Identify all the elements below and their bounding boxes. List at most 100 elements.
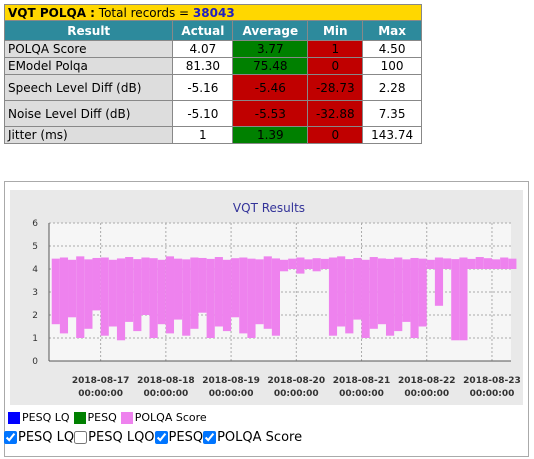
score-range (304, 259, 313, 269)
cell: 3.77 (232, 40, 309, 58)
x-tick-label: 2018-08-20 00:00:00 (268, 376, 326, 399)
header: VQT POLQA : Total records = 38043 (4, 4, 422, 21)
table-row: EModel Polqa 81.30 75.48 0 100 (3, 57, 422, 75)
score-range (149, 258, 158, 338)
score-range (328, 257, 338, 336)
score-range (369, 257, 378, 329)
cell: -5.10 (172, 100, 234, 127)
cell: -5.53 (232, 100, 309, 127)
score-range (174, 258, 183, 320)
cell: 81.30 (172, 57, 234, 75)
legend-swatch (120, 411, 133, 424)
cell: 143.74 (362, 126, 422, 144)
score-range (247, 258, 256, 338)
x-tick-label: 2018-08-21 00:00:00 (333, 376, 391, 399)
score-range (157, 259, 166, 325)
column-header-row: Result Actual Average Min Max (3, 20, 422, 41)
row-label: Noise Level Diff (dB) (3, 100, 174, 127)
score-range (214, 257, 223, 327)
chart: VQT Results 0 1 2 3 4 5 6 2018-08-17 00:00:00 2018… (10, 190, 523, 405)
score-range (271, 258, 280, 336)
score-range (263, 256, 272, 329)
y-tick-label: 4 (32, 265, 38, 275)
cell: -5.16 (172, 74, 234, 101)
series-checkbox[interactable] (154, 431, 168, 444)
score-range (206, 258, 215, 338)
series-checkbox[interactable] (4, 431, 17, 444)
series-checkbox[interactable] (203, 431, 217, 444)
score-range (475, 257, 484, 269)
x-tick-label: 2018-08-18 00:00:00 (137, 376, 195, 399)
table-row: POLQA Score 4.07 3.77 1 4.50 (3, 40, 422, 58)
legend-swatch (73, 411, 86, 424)
score-range (385, 258, 395, 336)
score-range (345, 259, 354, 334)
score-range (361, 259, 370, 338)
legend-label: PESQ (87, 411, 117, 424)
score-range (312, 258, 321, 272)
cell: 0 (307, 126, 364, 144)
cell: 75.48 (232, 57, 309, 75)
score-range (51, 258, 60, 325)
score-range (508, 258, 517, 269)
score-range (231, 258, 240, 318)
y-tick-label: 2 (32, 311, 38, 321)
cell: 4.50 (362, 40, 422, 58)
checkbox-label: PESQ (168, 430, 204, 445)
series-controls: PESQ LQ PESQ LQO PESQ POLQA Score (4, 430, 302, 445)
y-tick-label: 3 (32, 288, 38, 298)
score-range (296, 257, 305, 274)
column-header: Max (362, 20, 422, 41)
cell: 1 (172, 126, 234, 144)
y-tick-label: 6 (32, 219, 38, 229)
score-range (190, 257, 199, 329)
x-tick-label: 2018-08-22 00:00:00 (398, 376, 456, 399)
cell: 0 (307, 57, 364, 75)
score-range (443, 258, 452, 269)
table-row: Noise Level Diff (dB) -5.10 -5.53 -32.88 7.3… (3, 100, 422, 127)
cell: 1 (307, 40, 364, 58)
y-tick-label: 0 (32, 357, 38, 367)
table-row: Jitter (ms) 1 1.39 0 143.74 (3, 126, 422, 144)
score-range (165, 256, 175, 334)
score-range (418, 258, 427, 327)
score-range (255, 259, 264, 325)
score-range (125, 257, 134, 322)
cell: 1.39 (232, 126, 309, 144)
header-label: Total records = (98, 5, 190, 20)
chart-title: VQT Results (233, 201, 305, 215)
score-range (182, 259, 191, 336)
cell: -5.46 (232, 74, 309, 101)
x-tick-label: 2018-08-19 00:00:00 (202, 376, 260, 399)
cell: 4.07 (172, 40, 234, 58)
score-range (426, 259, 435, 269)
row-label: Jitter (ms) (3, 126, 174, 144)
legend-swatch (8, 411, 20, 424)
score-range (451, 259, 460, 341)
score-range (239, 257, 248, 334)
table-row: Speech Level Diff (dB) -5.16 -5.46 -28.73 2.… (3, 74, 422, 101)
score-range (76, 256, 85, 338)
cell: 100 (362, 57, 422, 75)
checkbox-label: PESQ LQO (88, 430, 155, 445)
score-range (222, 259, 232, 332)
y-tick-label: 5 (32, 242, 38, 252)
score-range (84, 259, 93, 329)
score-range (500, 257, 509, 269)
score-range (353, 257, 362, 320)
score-range (467, 258, 476, 269)
legend-label: POLQA Score (134, 411, 207, 424)
score-range (92, 257, 101, 311)
score-range (198, 257, 207, 313)
score-range (288, 258, 297, 269)
x-tick-label: 2018-08-23 00:00:00 (463, 376, 521, 399)
series-checkbox[interactable] (74, 431, 88, 444)
score-range (377, 258, 386, 325)
score-range (459, 257, 468, 341)
column-header: Result (3, 20, 174, 41)
checkbox-label: PESQ LQ (18, 430, 75, 445)
legend-label: PESQ LQ (22, 411, 70, 424)
row-label: POLQA Score (3, 40, 174, 58)
legend: PESQ LQ PESQ POLQA Score (6, 411, 209, 424)
row-label: Speech Level Diff (dB) (3, 74, 174, 101)
